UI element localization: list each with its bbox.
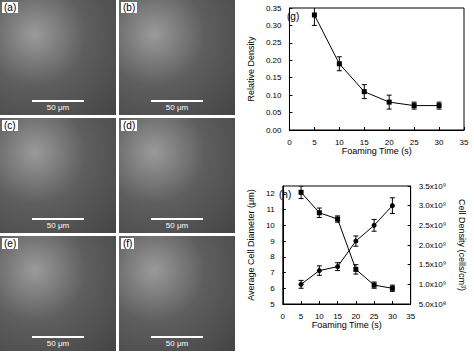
svg-text:Average Cell Diameter (μm): Average Cell Diameter (μm) [246,189,256,301]
svg-text:3.0x10⁹: 3.0x10⁹ [419,201,446,210]
svg-text:5.0x10⁸: 5.0x10⁸ [419,300,446,309]
svg-text:Relative Density: Relative Density [246,36,256,102]
svg-text:15: 15 [360,138,369,147]
svg-text:0.00: 0.00 [266,126,282,135]
svg-text:0: 0 [281,312,286,321]
html-text:(f): (f) [123,238,133,249]
svg-text:35: 35 [460,138,469,147]
html-text:50 μm: 50 μm [46,339,70,348]
svg-text:0.30: 0.30 [266,21,282,30]
svg-text:0: 0 [287,138,292,147]
html-text:(b): (b) [123,2,136,13]
svg-text:20: 20 [351,312,360,321]
svg-text:6: 6 [270,284,275,293]
html-text:50 μm: 50 μm [165,339,189,348]
svg-text:25: 25 [370,312,379,321]
svg-text:10: 10 [335,138,344,147]
svg-text:0.05: 0.05 [266,108,282,117]
svg-text:0.15: 0.15 [266,73,282,82]
html-text:(c): (c) [4,120,16,131]
svg-text:Foaming Time (s): Foaming Time (s) [312,320,382,330]
svg-text:5: 5 [270,300,275,309]
html-text:50 μm: 50 μm [46,103,70,112]
html-text:(d): (d) [123,120,136,131]
svg-text:0.35: 0.35 [266,4,282,13]
svg-text:(h): (h) [279,189,291,200]
html-text:50 μm: 50 μm [46,221,70,230]
svg-text:20: 20 [385,138,394,147]
svg-text:30: 30 [435,138,444,147]
svg-text:25: 25 [410,138,419,147]
svg-text:9: 9 [270,237,275,246]
svg-text:0.10: 0.10 [266,91,282,100]
svg-text:0.20: 0.20 [266,56,282,65]
svg-text:7: 7 [270,268,275,277]
svg-text:30: 30 [388,312,397,321]
svg-text:3.5x10⁹: 3.5x10⁹ [419,182,446,191]
svg-text:1.0x10⁹: 1.0x10⁹ [419,280,446,289]
html-text:(e): (e) [4,238,17,249]
html-text:50 μm: 50 μm [165,103,189,112]
svg-text:0.25: 0.25 [266,38,282,47]
svg-text:Cell Density (cells/cm³): Cell Density (cells/cm³) [457,199,467,291]
svg-text:15: 15 [333,312,342,321]
svg-text:35: 35 [406,312,415,321]
svg-text:5: 5 [299,312,304,321]
svg-text:10: 10 [266,221,275,230]
svg-text:(g): (g) [287,11,299,22]
svg-text:2.0x10⁹: 2.0x10⁹ [419,241,446,250]
svg-text:1.5x10⁹: 1.5x10⁹ [419,260,446,269]
svg-text:8: 8 [270,252,275,261]
svg-text:Foaming Time (s): Foaming Time (s) [342,146,412,156]
svg-text:12: 12 [266,189,275,198]
svg-text:5: 5 [312,138,317,147]
html-text:(a): (a) [4,2,17,13]
html-text:50 μm: 50 μm [165,221,189,230]
svg-text:10: 10 [315,312,324,321]
svg-text:2.5x10⁹: 2.5x10⁹ [419,221,446,230]
svg-text:11: 11 [266,205,275,214]
